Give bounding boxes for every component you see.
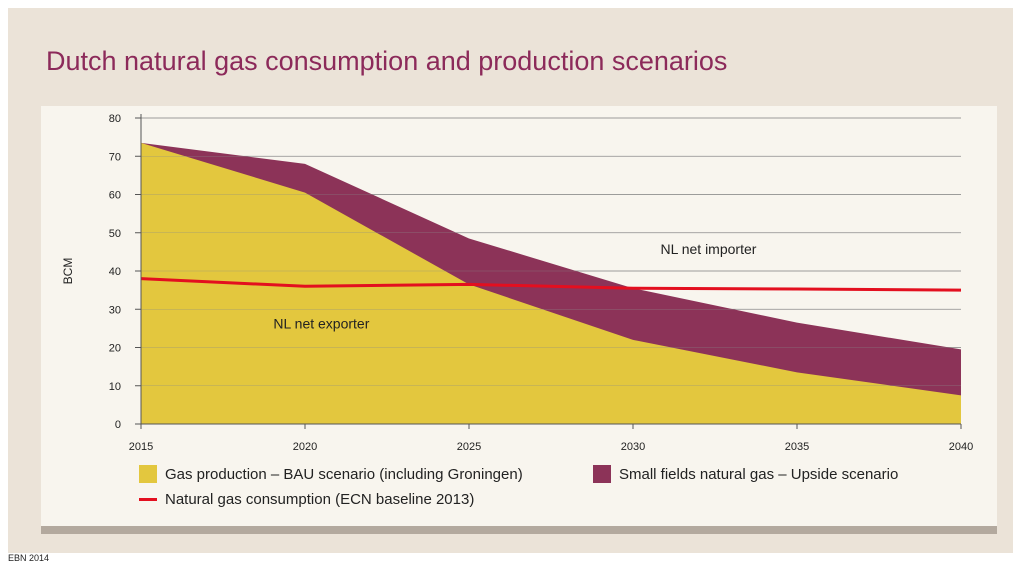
x-tick-label: 2020 xyxy=(293,441,317,453)
legend-item-production: Gas production – BAU scenario (including… xyxy=(139,465,523,483)
legend-swatch-consumption xyxy=(139,498,157,501)
y-tick-label: 70 xyxy=(109,151,121,163)
x-tick-label: 2040 xyxy=(949,441,973,453)
annotation-0: NL net importer xyxy=(660,241,756,257)
annotation-1: NL net exporter xyxy=(273,315,369,331)
source-credit: EBN 2014 xyxy=(8,553,50,563)
legend-item-small-fields: Small fields natural gas – Upside scenar… xyxy=(593,465,898,483)
x-tick-label: 2030 xyxy=(621,441,645,453)
legend-swatch-small-fields xyxy=(593,465,611,483)
chart-title: Dutch natural gas consumption and produc… xyxy=(46,46,728,76)
y-tick-label: 40 xyxy=(109,266,121,278)
x-tick-label: 2035 xyxy=(785,441,809,453)
y-tick-label: 20 xyxy=(109,343,121,355)
series-line-consumption xyxy=(140,277,962,292)
legend-label-consumption: Natural gas consumption (ECN baseline 20… xyxy=(165,491,475,508)
chart-panel: 0 10 20 30 40 50 60 70 80 2015 2020 2025 2030 2035 204… xyxy=(41,106,997,526)
y-tick-label: 60 xyxy=(109,190,121,202)
legend-label-small-fields: Small fields natural gas – Upside scenar… xyxy=(619,465,899,483)
x-tick-label: 2015 xyxy=(129,441,153,453)
y-tick-label: 80 xyxy=(109,113,121,125)
y-tick-label: 10 xyxy=(109,381,121,393)
legend-swatch-production xyxy=(139,465,157,483)
y-axis-label: BCM xyxy=(61,258,75,285)
y-tick-label: 0 xyxy=(115,419,121,431)
x-tick-label: 2025 xyxy=(457,441,481,453)
legend-label-production: Gas production – BAU scenario (including… xyxy=(165,465,523,483)
legend-item-consumption: Natural gas consumption (ECN baseline 20… xyxy=(139,491,474,508)
y-tick-label: 50 xyxy=(109,228,121,240)
series-area-production xyxy=(141,142,961,425)
y-tick-label: 30 xyxy=(109,304,121,316)
